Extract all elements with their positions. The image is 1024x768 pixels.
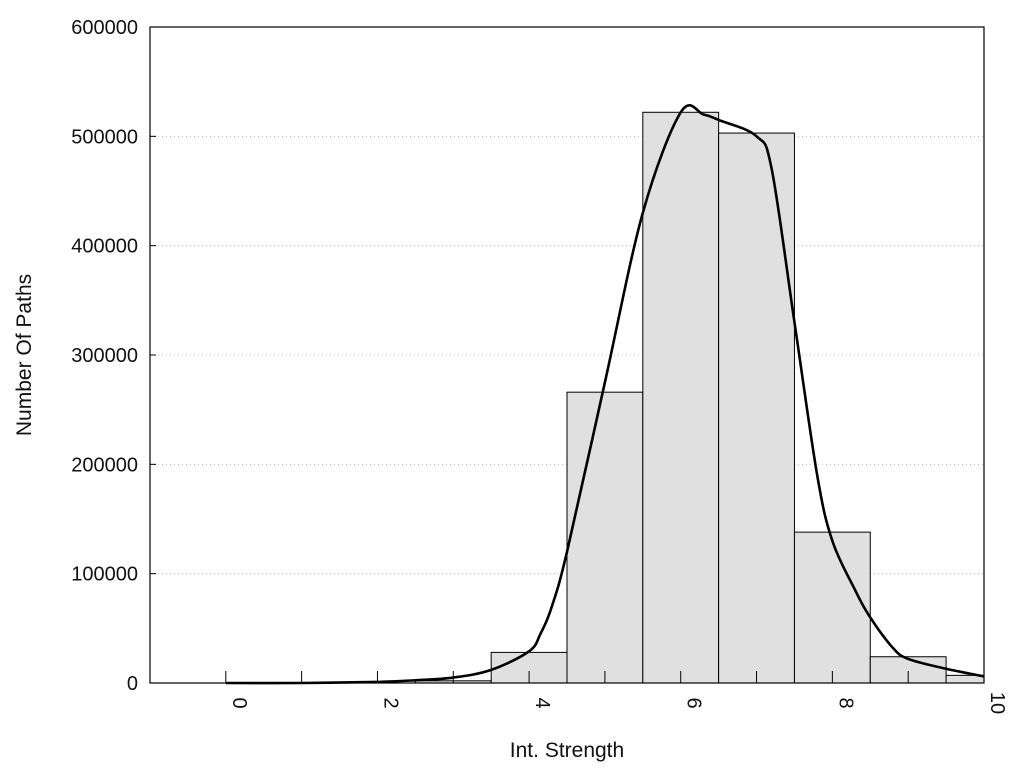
histogram-bar	[718, 132, 795, 684]
density-curve	[225, 104, 985, 685]
histogram-bar	[566, 391, 644, 684]
y-tick-label: 400000	[71, 236, 138, 258]
y-axis-label: Number Of Paths	[13, 274, 36, 436]
histogram-bar	[793, 531, 871, 684]
y-tick-label: 600000	[71, 17, 138, 39]
x-tick-label: 10	[986, 692, 1008, 714]
histogram-bar	[642, 111, 720, 684]
axis-ticks: 0 100000 200000 300000 400000 500000 600000 0 2 4…	[71, 17, 1008, 714]
y-tick-label: 100000	[71, 564, 138, 586]
y-tick-label: 0	[127, 673, 138, 695]
y-tick-label: 500000	[71, 126, 138, 148]
x-axis-label: Int. Strength	[510, 739, 624, 762]
x-tick-label: 4	[531, 697, 553, 708]
x-tick-label: 0	[228, 697, 250, 708]
y-tick-label: 200000	[71, 454, 138, 476]
y-tick-label: 300000	[71, 345, 138, 367]
density-curve-line	[225, 104, 985, 685]
x-tick-label: 6	[683, 697, 705, 708]
bars	[414, 111, 985, 684]
x-tick-label: 8	[834, 697, 856, 708]
x-tick-label: 2	[379, 697, 401, 708]
